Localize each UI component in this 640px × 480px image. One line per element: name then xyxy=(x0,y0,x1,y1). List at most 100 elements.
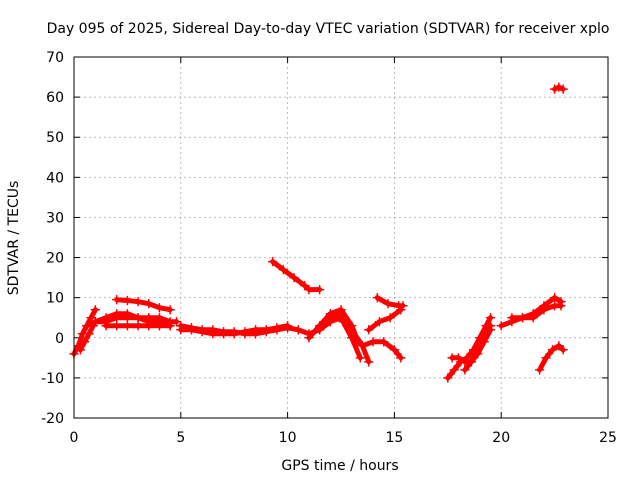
data-point xyxy=(144,298,154,309)
data-point xyxy=(90,304,101,315)
data-point xyxy=(364,325,374,335)
y-tick-label: 70 xyxy=(46,50,64,66)
x-tick-label: 10 xyxy=(279,430,297,446)
data-point xyxy=(389,345,400,355)
data-point xyxy=(133,320,143,331)
data-point xyxy=(558,84,568,94)
series-arc-4 xyxy=(90,308,182,327)
y-axis-label: SDTVAR / TECUs xyxy=(6,181,22,296)
series-band xyxy=(445,315,493,381)
series-arc-9 xyxy=(267,256,325,295)
data-point xyxy=(398,300,408,311)
y-tick-label: -10 xyxy=(41,371,64,387)
data-point xyxy=(357,341,368,351)
y-tick-label: 0 xyxy=(55,331,64,347)
data-point xyxy=(485,312,496,323)
data-point xyxy=(336,312,346,323)
series-arc-13 xyxy=(357,337,406,363)
data-point xyxy=(558,345,568,355)
series-band xyxy=(366,307,404,333)
data-point xyxy=(325,316,336,327)
data-point xyxy=(472,345,483,355)
data-point xyxy=(534,365,545,375)
data-point xyxy=(443,373,453,383)
data-point xyxy=(453,353,464,363)
data-point xyxy=(554,341,564,351)
data-point xyxy=(374,316,385,327)
data-point xyxy=(154,320,165,331)
data-point xyxy=(314,284,325,295)
series-arc-20 xyxy=(507,292,566,323)
series-arc-16 xyxy=(443,312,496,383)
data-point xyxy=(122,308,133,319)
data-point xyxy=(336,304,346,315)
series-arc-5 xyxy=(101,320,175,331)
series-arc-21 xyxy=(534,341,568,375)
data-point xyxy=(165,320,175,331)
data-point xyxy=(197,327,207,337)
series-band xyxy=(317,315,372,365)
data-point xyxy=(346,325,357,335)
data-point xyxy=(541,353,551,363)
data-point xyxy=(325,308,336,319)
series-arc-6 xyxy=(111,294,175,315)
data-point xyxy=(111,320,122,331)
y-tick-label: 10 xyxy=(46,291,64,307)
data-point xyxy=(82,320,92,331)
x-tick-label: 15 xyxy=(385,430,403,446)
data-point xyxy=(314,325,325,335)
data-point xyxy=(267,256,278,267)
data-point xyxy=(165,304,175,315)
data-point xyxy=(299,280,310,291)
data-point xyxy=(101,312,111,323)
y-tick-label: 50 xyxy=(46,130,64,146)
series-band xyxy=(270,259,323,293)
data-point xyxy=(364,357,374,367)
series-arc-8 xyxy=(176,320,293,339)
series-group xyxy=(69,82,568,383)
data-point xyxy=(272,323,282,333)
data-point xyxy=(466,357,477,367)
y-tick-label: -20 xyxy=(41,411,64,427)
data-point xyxy=(556,296,566,307)
data-point xyxy=(304,284,314,295)
data-point xyxy=(84,329,94,339)
data-point xyxy=(496,320,506,331)
series-arc-18 xyxy=(460,320,496,375)
series-arc-22 xyxy=(549,82,568,94)
data-point xyxy=(372,292,383,303)
data-point xyxy=(278,264,289,275)
x-tick-label: 0 xyxy=(70,430,79,446)
data-point xyxy=(485,320,496,331)
data-point xyxy=(171,316,182,327)
data-point xyxy=(460,365,470,375)
series-arc-14 xyxy=(364,304,406,335)
data-point xyxy=(240,327,250,337)
x-axis-label: GPS time / hours xyxy=(281,458,398,474)
data-point xyxy=(218,329,229,339)
data-point xyxy=(385,312,395,323)
data-point xyxy=(133,296,143,307)
data-point xyxy=(304,333,314,343)
data-point xyxy=(293,325,304,335)
data-point xyxy=(250,325,261,335)
data-point xyxy=(449,365,459,375)
data-point xyxy=(479,333,489,343)
data-point xyxy=(144,312,154,323)
y-tick-label: 30 xyxy=(46,210,64,226)
data-point xyxy=(186,325,197,335)
data-point xyxy=(154,302,165,313)
data-point xyxy=(90,316,101,327)
data-point xyxy=(396,353,406,363)
x-tick-label: 20 xyxy=(492,430,510,446)
data-point xyxy=(539,300,549,311)
data-point xyxy=(154,312,165,323)
data-point xyxy=(176,325,186,335)
data-point xyxy=(383,298,393,309)
y-tick-label: 20 xyxy=(46,251,64,267)
data-point xyxy=(133,312,143,323)
data-point xyxy=(282,320,293,331)
x-tick-label: 25 xyxy=(599,430,617,446)
data-point xyxy=(75,345,86,355)
